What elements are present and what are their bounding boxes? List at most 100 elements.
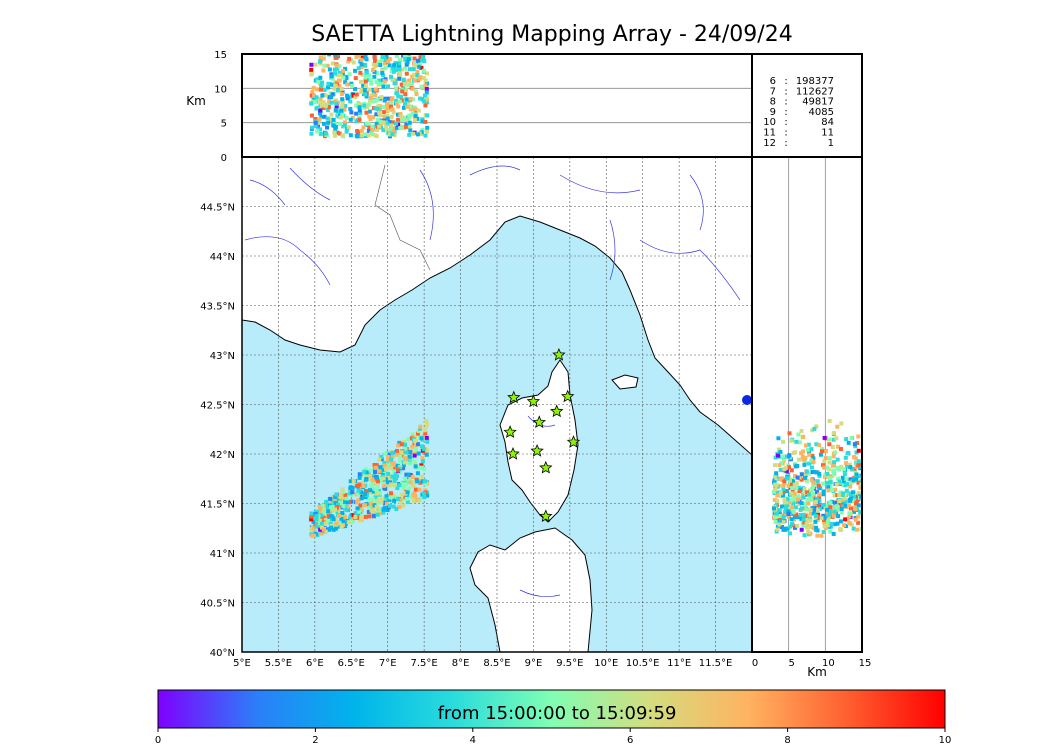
- lon-tick-label: 8°E: [452, 658, 470, 669]
- lightning-source-point: [832, 509, 837, 514]
- lightning-source-point: [410, 86, 415, 91]
- lightning-source-point: [856, 459, 861, 464]
- lightning-source-point: [851, 455, 856, 460]
- lightning-source-point: [386, 96, 391, 101]
- lightning-source-point: [309, 527, 314, 532]
- lightning-source-point: [370, 124, 375, 129]
- lat-tick-label: 43.5°N: [200, 302, 235, 313]
- lightning-source-point: [826, 488, 831, 493]
- lightning-source-point: [311, 519, 316, 524]
- mainland-coast: [242, 157, 752, 456]
- lightning-source-point: [409, 82, 414, 87]
- station-marker: [552, 347, 566, 361]
- lightning-source-point: [405, 437, 410, 442]
- lightning-source-point: [784, 502, 789, 507]
- lightning-source-point: [393, 67, 398, 72]
- lightning-source-point: [407, 78, 412, 83]
- lightning-source-point: [385, 116, 390, 121]
- lightning-source-point: [789, 521, 794, 526]
- lat-tick-label: 42°N: [210, 450, 235, 461]
- lightning-source-point: [381, 81, 386, 86]
- lightning-source-point: [839, 510, 844, 515]
- alt-tick-label: 5: [221, 119, 227, 130]
- lightning-source-point: [397, 99, 402, 104]
- lightning-source-point: [335, 509, 340, 514]
- lightning-source-point: [391, 463, 396, 468]
- lightning-source-point: [415, 431, 420, 436]
- lightning-source-point: [385, 102, 390, 107]
- lightning-source-point: [377, 111, 382, 116]
- lightning-source-point: [809, 497, 814, 502]
- lightning-source-point: [774, 483, 779, 488]
- corsica-island: [499, 359, 579, 523]
- lightning-source-point: [371, 489, 376, 494]
- lightning-source-point: [372, 74, 377, 79]
- lightning-source-point: [377, 469, 382, 474]
- lightning-source-point: [323, 521, 328, 526]
- lightning-source-point: [821, 530, 826, 535]
- lightning-source-point: [394, 121, 399, 126]
- lightning-source-point: [318, 518, 323, 523]
- lightning-source-point: [848, 496, 853, 501]
- lightning-source-point: [399, 94, 404, 99]
- lightning-source-point: [374, 128, 379, 133]
- lightning-source-point: [797, 440, 802, 445]
- lightning-source-point: [832, 493, 837, 498]
- lightning-source-point: [334, 492, 339, 497]
- lightning-source-point: [423, 78, 428, 83]
- lat-tick-label: 44.5°N: [200, 203, 235, 214]
- lightning-source-point: [366, 128, 371, 133]
- lightning-source-point: [366, 102, 371, 107]
- lightning-source-point: [333, 83, 338, 88]
- lightning-source-point: [389, 114, 394, 119]
- lightning-source-point: [782, 479, 787, 484]
- lightning-source-point: [380, 467, 385, 472]
- lightning-source-point: [852, 442, 857, 447]
- lightning-source-point: [784, 506, 789, 511]
- lightning-source-point: [358, 102, 363, 107]
- lightning-source-point: [798, 513, 803, 518]
- lightning-source-point: [410, 444, 415, 449]
- lightning-source-point: [827, 418, 832, 423]
- lightning-source-point: [355, 500, 360, 505]
- lightning-source-point: [367, 488, 372, 493]
- lightning-source-point: [340, 71, 345, 76]
- lightning-source-point: [810, 523, 815, 528]
- lightning-source-point: [825, 474, 830, 479]
- lightning-source-point: [381, 104, 386, 109]
- lightning-source-point: [780, 504, 785, 509]
- lightning-source-point: [851, 490, 856, 495]
- lightning-source-point: [319, 103, 324, 108]
- lightning-source-point: [776, 476, 781, 481]
- lightning-source-point: [385, 121, 390, 126]
- lightning-source-point: [335, 88, 340, 93]
- lightning-source-point: [404, 121, 409, 126]
- lightning-source-point: [343, 66, 348, 71]
- lightning-source-point: [394, 126, 399, 131]
- lightning-source-point: [371, 87, 376, 92]
- lightning-source-point: [371, 62, 376, 67]
- lightning-source-point: [785, 476, 790, 481]
- lightning-source-point: [323, 103, 328, 108]
- lightning-source-point: [323, 529, 328, 534]
- lightning-source-point: [787, 500, 792, 505]
- lightning-source-point: [350, 485, 355, 490]
- lightning-source-point: [363, 79, 368, 84]
- lightning-source-point: [359, 508, 364, 513]
- lightning-source-point: [411, 66, 416, 71]
- lightning-source-point: [404, 88, 409, 93]
- lightning-source-point: [364, 84, 369, 89]
- lon-tick-label: 10°E: [594, 658, 618, 669]
- lightning-source-point: [401, 78, 406, 83]
- lightning-source-point: [776, 436, 781, 441]
- lightning-source-point: [376, 104, 381, 109]
- lightning-source-point: [794, 512, 799, 517]
- lightning-source-point: [408, 461, 413, 466]
- lightning-source-point: [837, 505, 842, 510]
- lightning-source-point: [407, 113, 412, 118]
- lightning-source-point: [362, 132, 367, 137]
- lightning-source-point: [844, 437, 849, 442]
- lightning-source-point: [397, 76, 402, 81]
- lightning-source-point: [803, 455, 808, 460]
- lightning-source-point: [422, 495, 427, 500]
